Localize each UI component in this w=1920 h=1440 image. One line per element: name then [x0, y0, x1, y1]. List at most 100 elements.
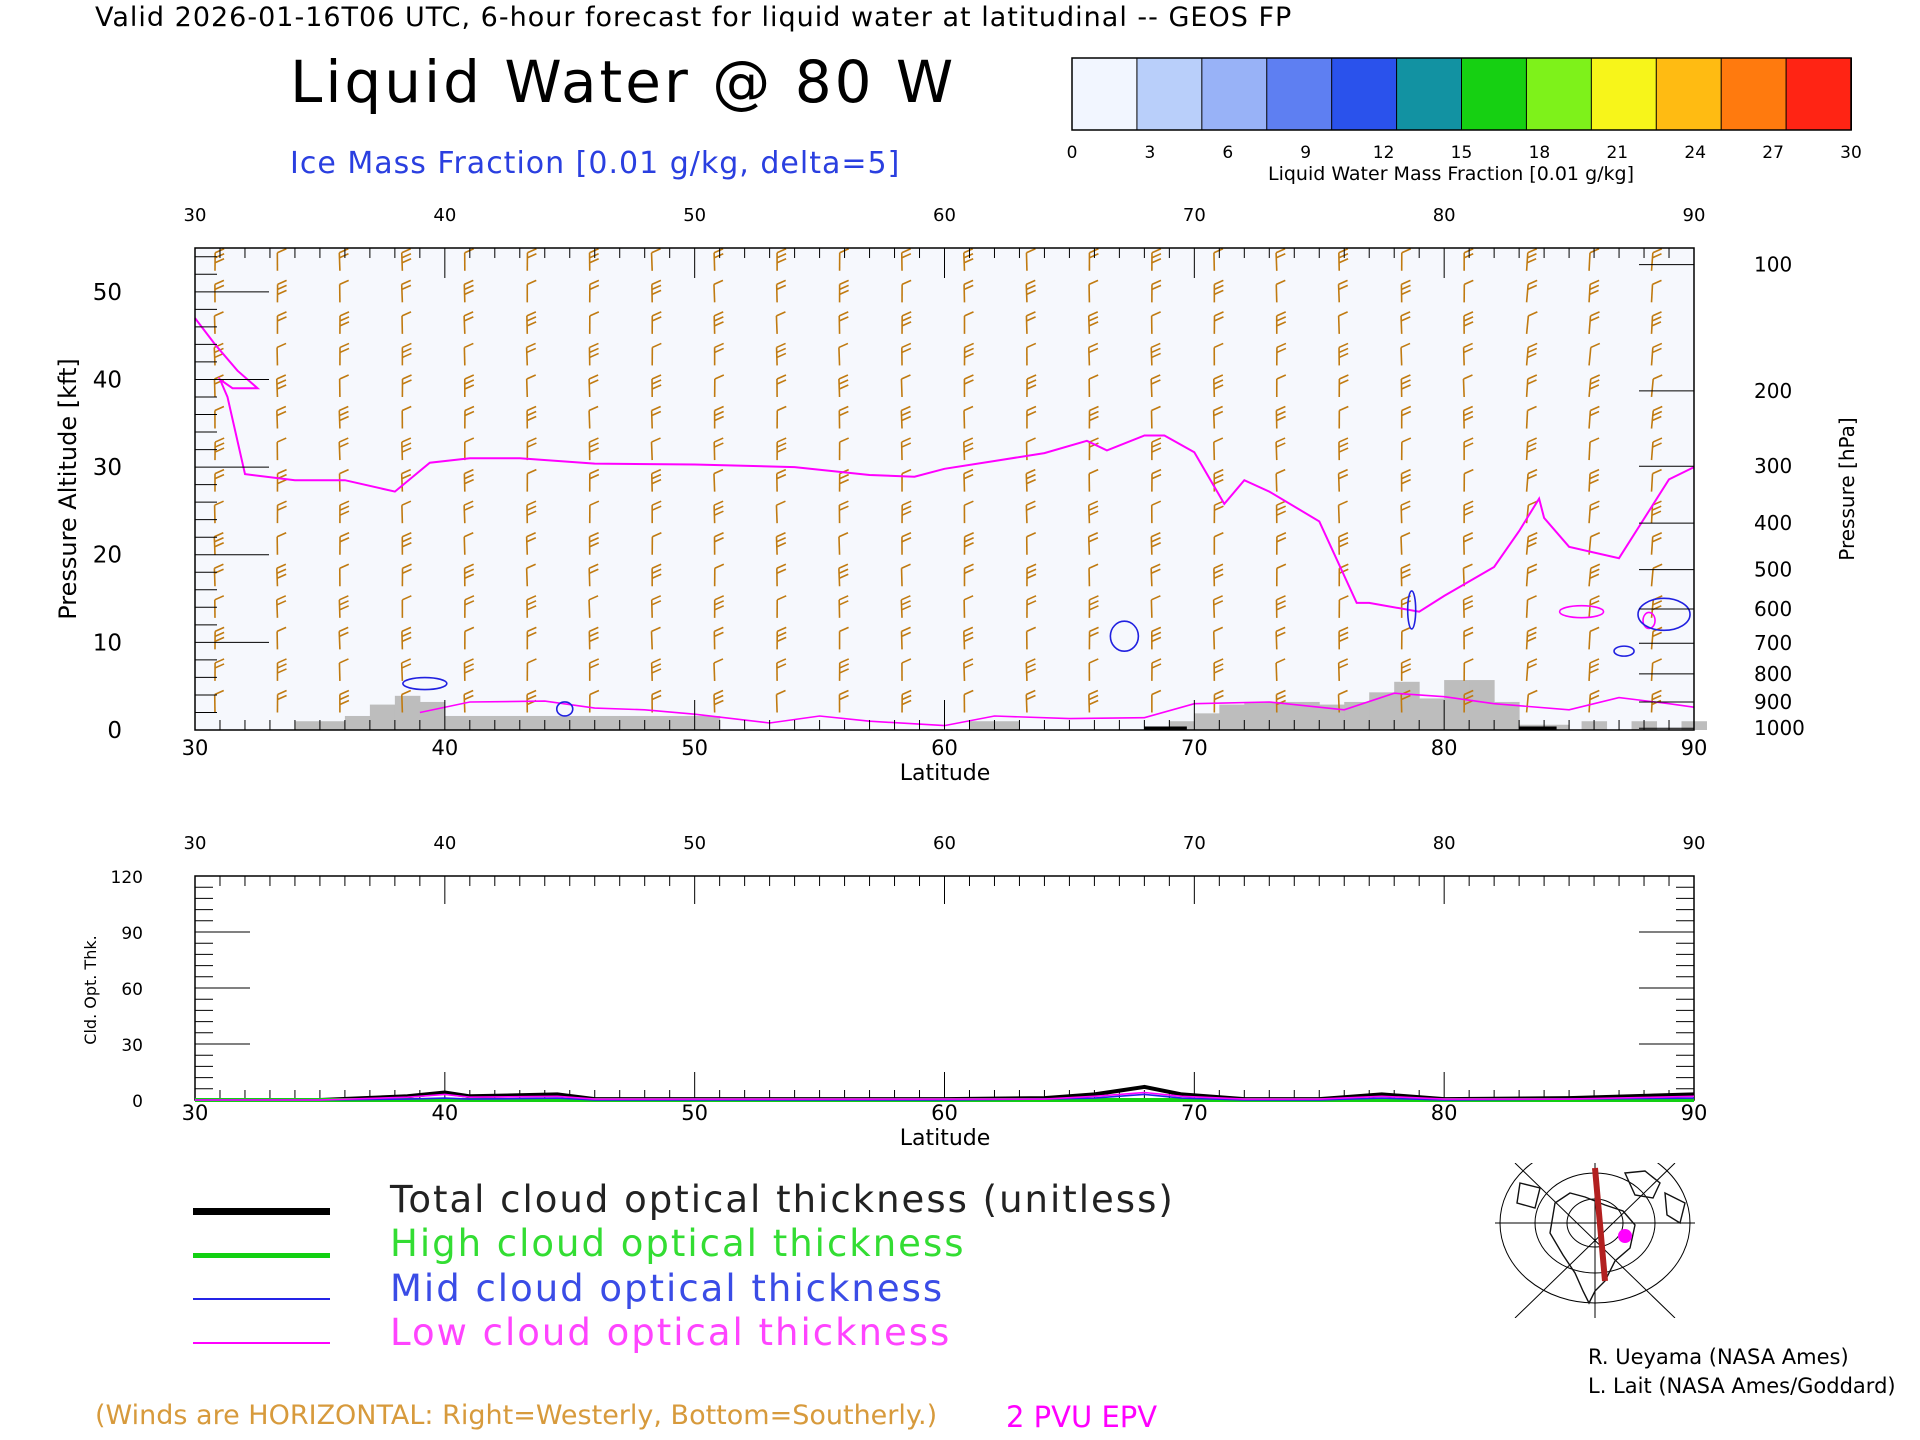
wind-barb	[900, 626, 911, 650]
wind-barb	[963, 311, 974, 334]
wind-barb	[1650, 279, 1662, 303]
wind-barb	[464, 405, 475, 429]
wind-barb	[1275, 500, 1287, 524]
wind-barb	[526, 468, 537, 492]
wind-barb	[400, 279, 412, 303]
wind-barb	[776, 626, 787, 650]
wind-barb	[463, 248, 475, 271]
ice-contour	[555, 701, 574, 717]
wind-barb	[401, 563, 412, 587]
wind-barb	[1588, 342, 1601, 366]
wind-barb	[338, 595, 349, 618]
wind-barb	[1213, 658, 1224, 681]
wind-barb	[1588, 563, 1601, 587]
wind-barb	[526, 405, 537, 429]
wind-barb	[464, 595, 475, 618]
legend-high-line	[193, 1253, 330, 1258]
wind-barb	[1213, 248, 1224, 271]
wind-barb	[1212, 626, 1224, 650]
y-tick-label: 0	[107, 718, 122, 744]
wind-barb	[1025, 437, 1036, 461]
wind-barb	[276, 468, 287, 492]
wind-barb	[713, 531, 724, 555]
wind-barb	[651, 563, 662, 587]
wind-barb	[1275, 405, 1286, 429]
epv-2pvu-line	[194, 317, 1695, 613]
wind-barb	[1213, 531, 1224, 555]
wind-barb	[526, 595, 537, 618]
legend-total-label: Total cloud optical thickness (unitless)	[390, 1178, 1175, 1221]
wind-barb	[1525, 658, 1538, 681]
wind-barb	[1275, 563, 1287, 587]
wind-barb	[1275, 437, 1286, 461]
wind-barb	[339, 689, 350, 713]
wind-barb	[338, 248, 349, 271]
wind-barb	[338, 279, 350, 303]
wind-barb	[1087, 342, 1099, 366]
wind-barb	[963, 468, 974, 492]
wind-barb	[1338, 626, 1349, 650]
pressure-tick-label: 400	[1754, 511, 1792, 535]
x-axis-label: Latitude	[900, 761, 991, 786]
wind-barb	[1400, 248, 1412, 271]
wind-barb	[526, 311, 537, 334]
wind-barb	[900, 248, 912, 271]
cod-y-tick-label: 60	[121, 980, 143, 1000]
cod-x-tick-label: 30	[182, 1101, 209, 1125]
x-tick-label: 50	[681, 736, 708, 760]
wind-barb	[963, 279, 974, 303]
winds-note: (Winds are HORIZONTAL: Right=Westerly, B…	[95, 1400, 938, 1431]
wind-barb	[1525, 279, 1538, 303]
wind-barb	[963, 248, 974, 271]
wind-barb	[588, 626, 599, 650]
wind-barb	[276, 689, 287, 713]
terrain-bar	[519, 715, 546, 730]
wind-barb	[1025, 626, 1037, 650]
wind-barb	[213, 595, 225, 618]
colorbar-swatch	[1331, 57, 1398, 131]
wind-barb	[838, 405, 849, 429]
wind-barb	[650, 626, 661, 650]
wind-barb	[1525, 531, 1538, 555]
wind-barb	[1150, 595, 1161, 618]
colorbar-swatch	[1655, 57, 1723, 131]
wind-barb	[276, 405, 287, 429]
wind-barb	[1338, 342, 1349, 366]
wind-barb	[713, 626, 724, 650]
ice-contour	[1637, 597, 1691, 632]
y-axis-label-right: Pressure [hPa]	[1835, 417, 1859, 560]
wind-barb	[463, 468, 474, 492]
epv-blob	[1558, 604, 1605, 619]
colorbar-tick-label: 18	[1529, 143, 1551, 163]
wind-barb	[1275, 374, 1287, 397]
cod-x-tick-label-top: 50	[683, 833, 706, 854]
wind-barb	[1025, 279, 1036, 303]
terrain-bar	[294, 721, 321, 730]
wind-barb	[1150, 342, 1161, 366]
x-tick-label-top: 70	[1183, 205, 1206, 226]
wind-barb	[463, 374, 475, 397]
cod-x-tick-label: 40	[431, 1101, 458, 1125]
wind-barb	[1275, 531, 1287, 555]
colorbar-tick-label: 9	[1300, 143, 1311, 163]
legend-low-label: Low cloud optical thickness	[390, 1311, 952, 1354]
wind-barb	[1525, 342, 1538, 366]
wind-barb	[588, 311, 600, 334]
wind-barb	[1400, 311, 1411, 334]
wind-barb	[1463, 626, 1474, 650]
wind-barb	[1400, 374, 1411, 397]
wind-barb	[276, 279, 287, 303]
wind-barb	[1151, 658, 1162, 681]
wind-barb	[214, 626, 225, 650]
wind-barb	[1337, 279, 1349, 303]
wind-barb	[401, 405, 412, 429]
wind-barb	[775, 689, 786, 713]
terrain-bar	[644, 715, 671, 730]
ice-mass-label: Ice Mass Fraction [0.01 g/kg, delta=5]	[290, 146, 901, 181]
x-tick-label: 40	[431, 736, 458, 760]
colorbar-tick-label: 24	[1684, 143, 1706, 163]
wind-barb	[901, 342, 912, 366]
wind-barb	[651, 279, 662, 303]
wind-barb	[1150, 500, 1162, 524]
wind-barb	[1525, 563, 1538, 587]
